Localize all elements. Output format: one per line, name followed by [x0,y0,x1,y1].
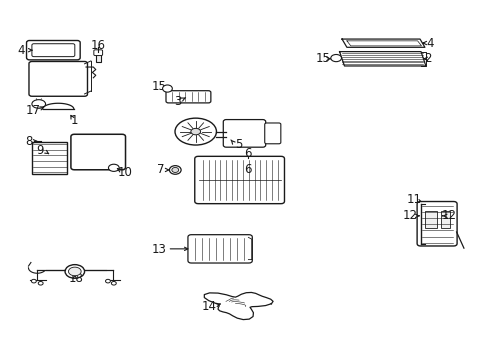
Text: 12: 12 [402,210,417,222]
FancyBboxPatch shape [187,235,252,263]
Text: 11: 11 [406,193,420,206]
Polygon shape [339,51,425,66]
Text: 8: 8 [25,135,33,148]
Ellipse shape [38,282,43,285]
Ellipse shape [68,267,81,276]
FancyBboxPatch shape [26,41,80,60]
Ellipse shape [330,54,341,62]
Text: 13: 13 [151,243,166,256]
Text: 15: 15 [315,52,330,65]
Text: 17: 17 [25,104,41,117]
Ellipse shape [31,279,36,283]
Ellipse shape [175,118,216,145]
FancyBboxPatch shape [264,123,280,144]
FancyBboxPatch shape [416,202,456,246]
Bar [424,211,436,228]
Ellipse shape [190,129,200,135]
Text: 6: 6 [244,147,251,160]
Ellipse shape [169,166,181,174]
Ellipse shape [32,100,45,108]
Text: 12: 12 [441,210,456,222]
FancyBboxPatch shape [223,120,265,147]
Ellipse shape [105,279,110,283]
Text: 9: 9 [36,144,43,157]
FancyBboxPatch shape [194,156,284,204]
Ellipse shape [108,164,119,171]
FancyBboxPatch shape [32,44,75,57]
FancyBboxPatch shape [71,134,125,170]
Text: 16: 16 [91,39,105,52]
Text: 15: 15 [151,80,166,93]
Bar [440,211,449,228]
Polygon shape [204,292,272,320]
Ellipse shape [162,85,172,92]
Text: 18: 18 [69,273,83,285]
Ellipse shape [111,282,116,285]
Ellipse shape [171,167,178,172]
Ellipse shape [65,265,84,278]
FancyBboxPatch shape [165,91,210,103]
Text: 6: 6 [244,163,251,176]
Text: 14: 14 [202,300,217,313]
Text: 2: 2 [424,52,431,65]
Text: 1: 1 [71,114,79,127]
Text: 7: 7 [157,163,164,176]
Bar [32,142,67,174]
Text: 4: 4 [18,44,25,57]
Bar [96,52,101,62]
Text: 3: 3 [174,95,182,108]
Text: 10: 10 [118,166,133,179]
FancyBboxPatch shape [29,62,87,96]
FancyBboxPatch shape [94,50,102,55]
Text: 5: 5 [234,138,242,150]
Text: 4: 4 [425,36,433,50]
